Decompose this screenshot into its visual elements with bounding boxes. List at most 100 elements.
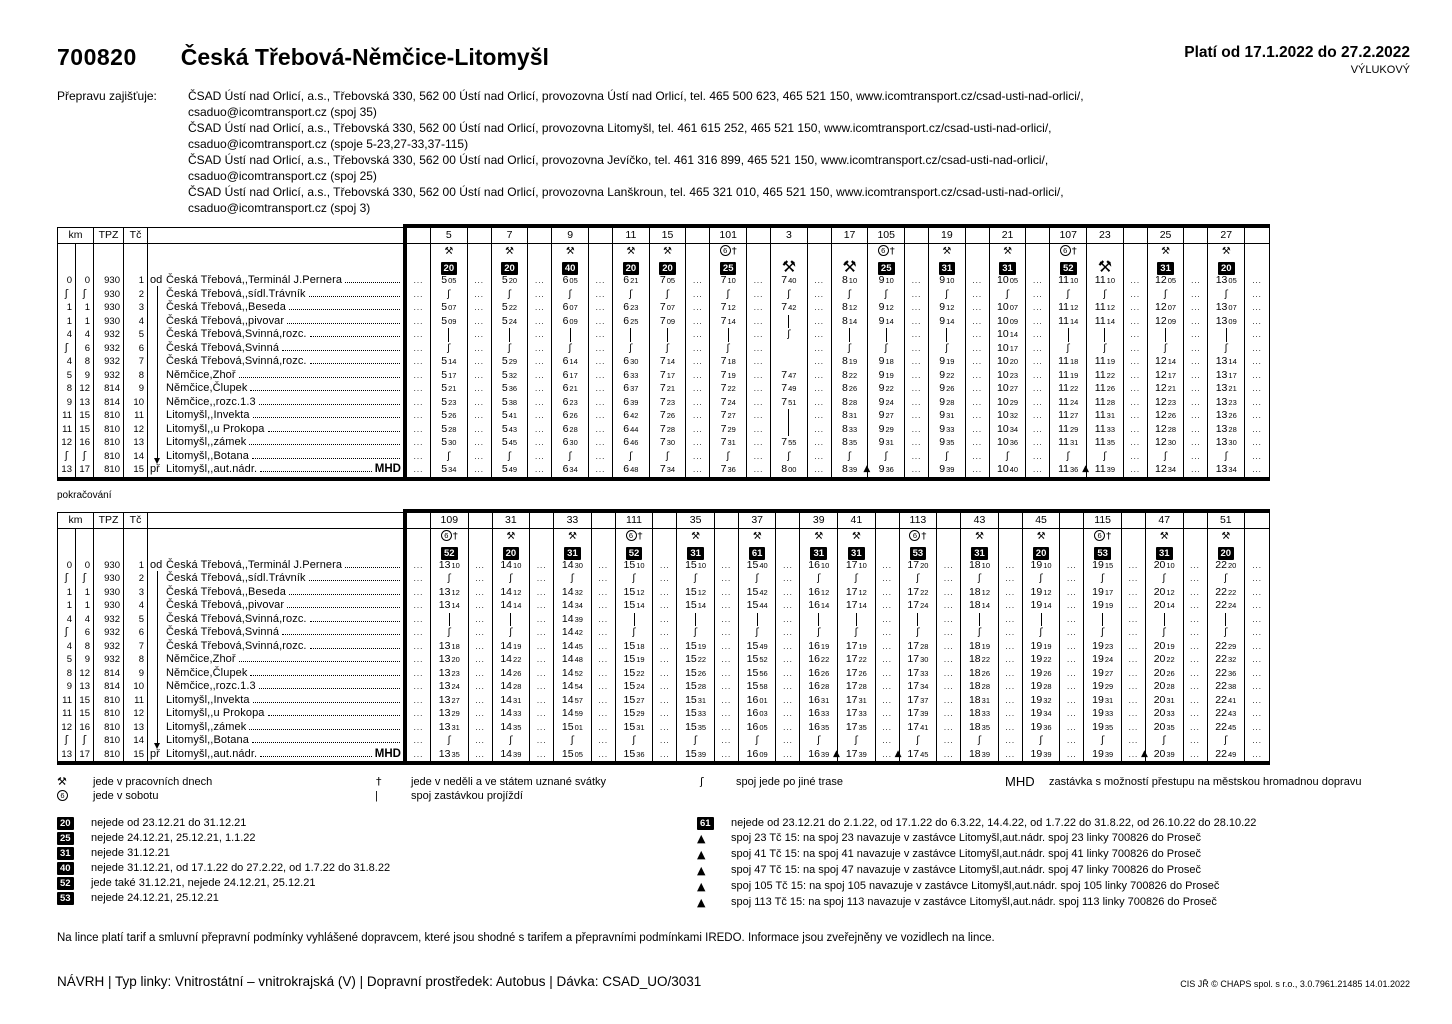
minute: 22 bbox=[848, 370, 858, 380]
dots-cell: ... bbox=[413, 276, 424, 285]
hour: 14 bbox=[561, 558, 574, 571]
hour: 9 bbox=[939, 301, 946, 313]
note-text: spoj 47 Tč 15: na spoj 47 navazuje v zas… bbox=[731, 864, 1202, 876]
pass-line bbox=[727, 328, 729, 342]
hour: 16 bbox=[746, 707, 759, 719]
hour: 12 bbox=[1155, 463, 1167, 475]
page-footer: NÁVRH | Typ linky: Vnitrostátní – vnitro… bbox=[57, 974, 1410, 989]
time-cell: ʃ bbox=[507, 450, 512, 462]
hour: 6 bbox=[623, 382, 630, 394]
minute: 29 bbox=[1070, 424, 1079, 434]
route-arrow-line bbox=[157, 570, 158, 743]
trip-number: 47 bbox=[1145, 513, 1183, 529]
hour: 20 bbox=[1153, 585, 1166, 598]
km-cell: 4 bbox=[66, 640, 72, 652]
pass-line bbox=[569, 328, 571, 342]
time-cell: 1007 bbox=[990, 301, 1026, 315]
minute: 10 bbox=[885, 276, 894, 285]
station-row: př Litomyšl,,aut.nádr. MHD bbox=[148, 748, 403, 762]
hour: 14 bbox=[561, 707, 574, 719]
operator-line: csaduo@icomtransport.cz (spoj 3) bbox=[188, 201, 371, 215]
tpz-cell: 814 bbox=[104, 681, 120, 692]
dots-cell: ... bbox=[475, 560, 485, 570]
minute: 31 bbox=[636, 722, 645, 732]
time-cell: ʃ bbox=[693, 573, 698, 584]
minute: 31 bbox=[1104, 695, 1114, 705]
dots-cell: ... bbox=[1128, 587, 1139, 597]
pass-line bbox=[630, 328, 632, 342]
trip-column-47: 47 ⚒ 31 2010 ʃ 2012 2014 ʃ 2019 2022 2026 2028 2031 2… bbox=[1141, 512, 1184, 761]
time-cell: 723 bbox=[650, 396, 686, 410]
dots-cell: ... bbox=[1252, 357, 1262, 366]
station-row: Česká Třebová,,Beseda bbox=[148, 586, 403, 600]
time-cell: 633 bbox=[613, 369, 649, 383]
dots-cell: ... bbox=[1005, 709, 1016, 718]
time-cell: ʃ bbox=[847, 342, 852, 354]
leader-dots bbox=[258, 403, 400, 405]
minute: 12 bbox=[858, 587, 867, 597]
note-text: spoj 105 Tč 15: na spoj 105 navazuje v z… bbox=[731, 880, 1220, 892]
trip-badge: 53 bbox=[900, 545, 937, 560]
workdays-icon: ⚒ bbox=[1036, 530, 1046, 542]
hour: 15 bbox=[685, 747, 697, 760]
time-cell: 623 bbox=[552, 396, 588, 410]
time-cell: 1819 bbox=[961, 640, 998, 654]
dots-cell: ... bbox=[598, 709, 609, 718]
hour: 14 bbox=[561, 653, 574, 665]
minute: 24 bbox=[920, 601, 929, 610]
dots-cell: ... bbox=[1190, 682, 1200, 691]
minute: 14 bbox=[848, 316, 858, 326]
time-cell: 2010 bbox=[1146, 559, 1183, 573]
minute: 33 bbox=[513, 709, 522, 718]
dots-separator-column: ........................................… bbox=[528, 228, 553, 477]
hour: 19 bbox=[1030, 707, 1043, 719]
dots-cell: ... bbox=[595, 343, 606, 353]
dots-separator-column: ........................................… bbox=[714, 512, 739, 761]
dots-cell: ... bbox=[1005, 655, 1016, 664]
hour: 15 bbox=[746, 599, 759, 611]
trip-column-35: 35 ⚒ 31 1510 ʃ 1512 1514 ʃ 1519 1522 1526 1528 1531 1… bbox=[677, 512, 715, 761]
trip-number: 37 bbox=[738, 513, 776, 529]
time-cell: ʃ bbox=[509, 627, 513, 638]
legend-symbol: MHD bbox=[1005, 775, 1049, 789]
leader-dots bbox=[345, 282, 400, 283]
dots-cell: ... bbox=[659, 682, 670, 691]
note-badge: 20 bbox=[57, 817, 74, 830]
km-col-1: 0 ʃ 1 1 4 ʃ 4 5 8 9 11 11 12 ʃ 13 bbox=[58, 528, 76, 761]
hour: 20 bbox=[1153, 599, 1166, 611]
dots-cell: ... bbox=[1190, 749, 1200, 759]
time-cell: ʃ bbox=[847, 288, 852, 300]
spacer bbox=[530, 545, 553, 559]
dots-cell: ... bbox=[783, 655, 793, 664]
time-cell: 530 bbox=[431, 436, 467, 450]
hour: 12 bbox=[1155, 355, 1167, 367]
minute: 40 bbox=[788, 276, 797, 285]
minute: 36 bbox=[1009, 438, 1019, 447]
mhd-label: MHD bbox=[374, 463, 401, 475]
time-cell: 1428 bbox=[493, 680, 530, 694]
operator-list: ČSAD Ústí nad Orlicí, a.s., Třebovská 33… bbox=[188, 88, 1084, 216]
time-cell: 918 bbox=[868, 355, 904, 369]
spacer bbox=[76, 260, 93, 274]
minute: 52 bbox=[574, 668, 583, 678]
time-cell: 2232 bbox=[1208, 653, 1245, 667]
minute: 23 bbox=[451, 668, 460, 678]
dots-cell: ... bbox=[598, 749, 609, 759]
time-cell bbox=[552, 328, 588, 342]
dots-cell: ... bbox=[413, 424, 424, 434]
dots-cell: ... bbox=[1067, 736, 1077, 745]
trip-number: 35 bbox=[677, 513, 714, 529]
time-cell bbox=[1208, 328, 1244, 342]
dots-cell: ... bbox=[753, 303, 764, 312]
station-block: km 0 ʃ 1 1 4 ʃ 4 5 8 9 11 11 12 ʃ 13 0 ʃ 1 1 4 6 8 9 12 13 15 15 16 ʃ… bbox=[57, 227, 403, 477]
minute: 12 bbox=[1043, 587, 1052, 597]
hour: 19 bbox=[1030, 720, 1043, 733]
minute: 22 bbox=[820, 655, 830, 664]
km-cell: ʃ bbox=[64, 626, 69, 638]
dots-cell: ... bbox=[413, 411, 424, 420]
spacer bbox=[148, 545, 403, 559]
spacer bbox=[1183, 513, 1207, 529]
dots-cell: ... bbox=[753, 384, 764, 393]
time-cell: ʃ bbox=[726, 288, 730, 300]
time-cell: 1314 bbox=[431, 599, 468, 613]
